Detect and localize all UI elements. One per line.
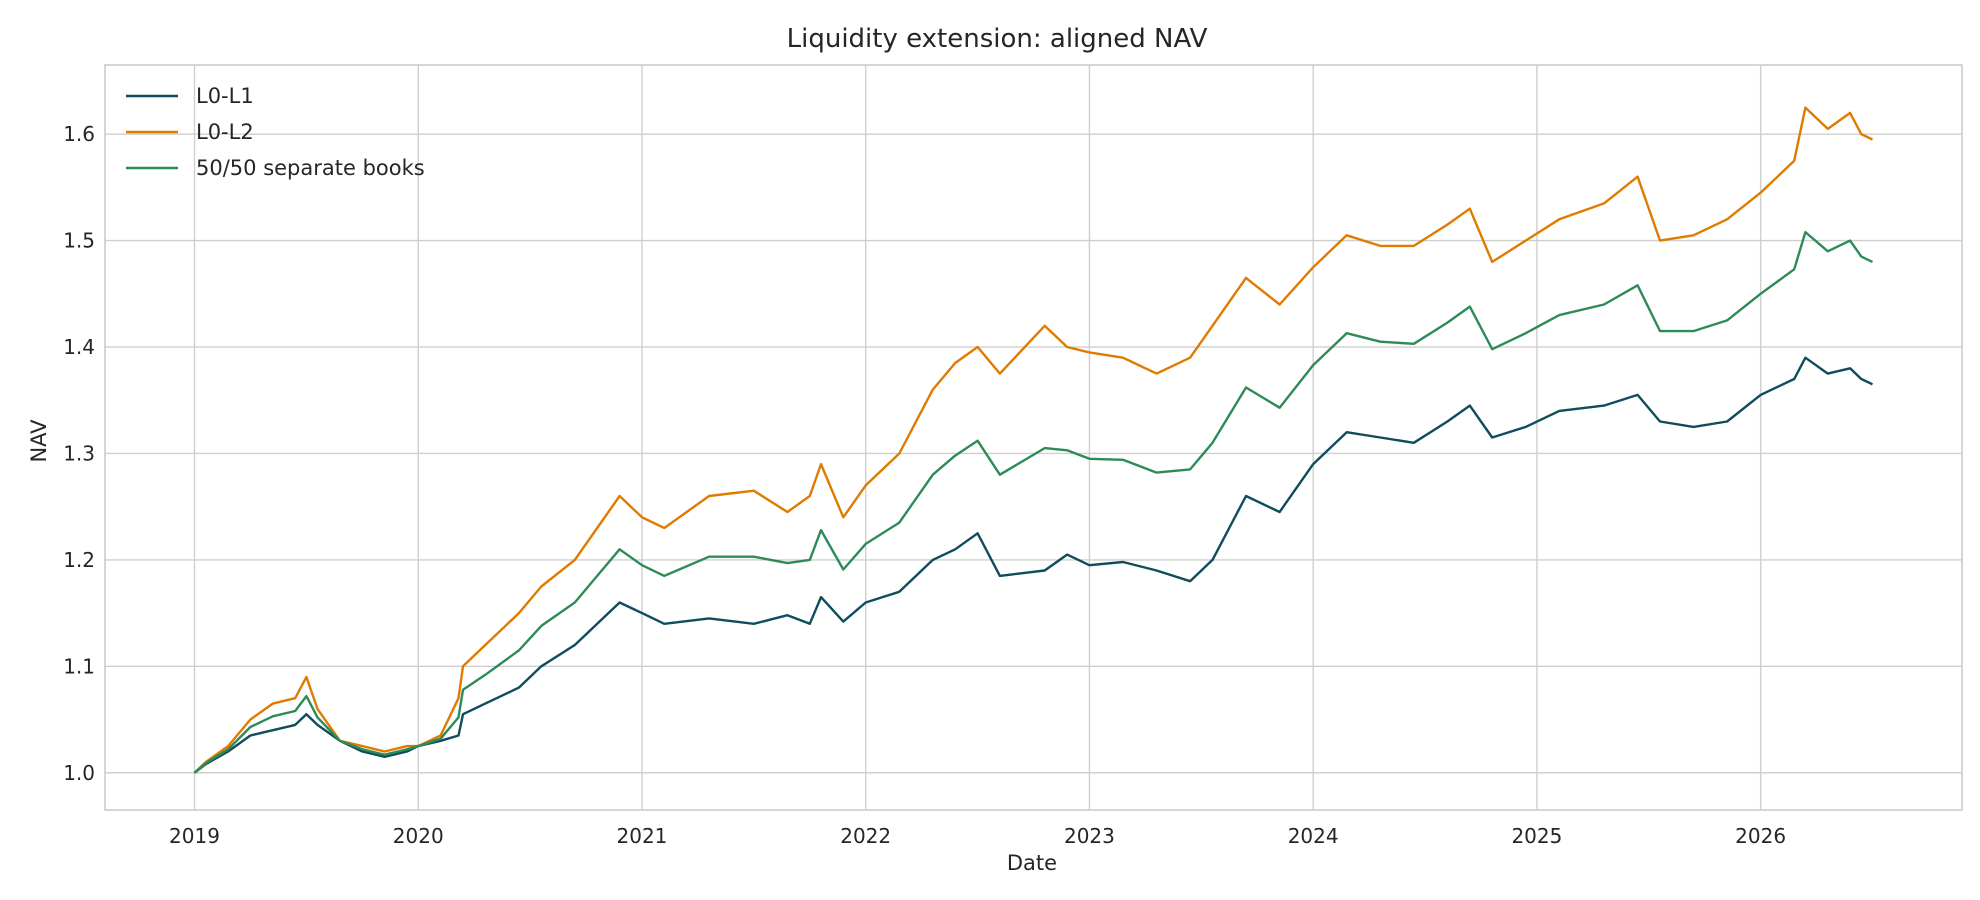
chart-title: Liquidity extension: aligned NAV bbox=[787, 24, 1208, 54]
legend: L0-L1 L0-L2 50/50 separate books bbox=[126, 84, 425, 180]
series-line-l0-l1 bbox=[193, 356, 1874, 774]
y-tick-label: 1.5 bbox=[63, 229, 95, 253]
x-tick-label: 2019 bbox=[169, 824, 220, 848]
y-tick-label: 1.4 bbox=[63, 335, 95, 359]
x-axis-label: Date bbox=[1007, 851, 1057, 875]
plot-frame bbox=[104, 64, 1963, 811]
plot-background bbox=[105, 65, 1962, 810]
y-tick-label: 1.1 bbox=[63, 654, 95, 678]
y-tick-label: 1.6 bbox=[63, 122, 95, 146]
x-tick-label: 2021 bbox=[617, 824, 668, 848]
x-tick-label: 2020 bbox=[393, 824, 444, 848]
legend-label-l0-l1: L0-L1 bbox=[196, 84, 254, 108]
x-tick-label: 2022 bbox=[840, 824, 891, 848]
legend-label-50-50-separate-books: 50/50 separate books bbox=[196, 156, 425, 180]
legend-label-l0-l2: L0-L2 bbox=[196, 120, 254, 144]
x-tick-label: 2024 bbox=[1288, 824, 1339, 848]
y-tick-label: 1.3 bbox=[63, 441, 95, 465]
series-line-50-50-separate-books bbox=[193, 230, 1874, 774]
y-tick-label: 1.2 bbox=[63, 548, 95, 572]
x-tick-label: 2023 bbox=[1064, 824, 1115, 848]
y-axis-label: NAV bbox=[27, 419, 51, 463]
plot-area: 2019 2020 2021 2022 2023 2024 2025 2026 1.0 1.1 1.… bbox=[63, 64, 1963, 848]
x-tick-label: 2025 bbox=[1511, 824, 1562, 848]
y-tick-label: 1.0 bbox=[63, 761, 95, 785]
x-tick-label: 2026 bbox=[1735, 824, 1786, 848]
series-line-l0-l2 bbox=[193, 106, 1874, 774]
